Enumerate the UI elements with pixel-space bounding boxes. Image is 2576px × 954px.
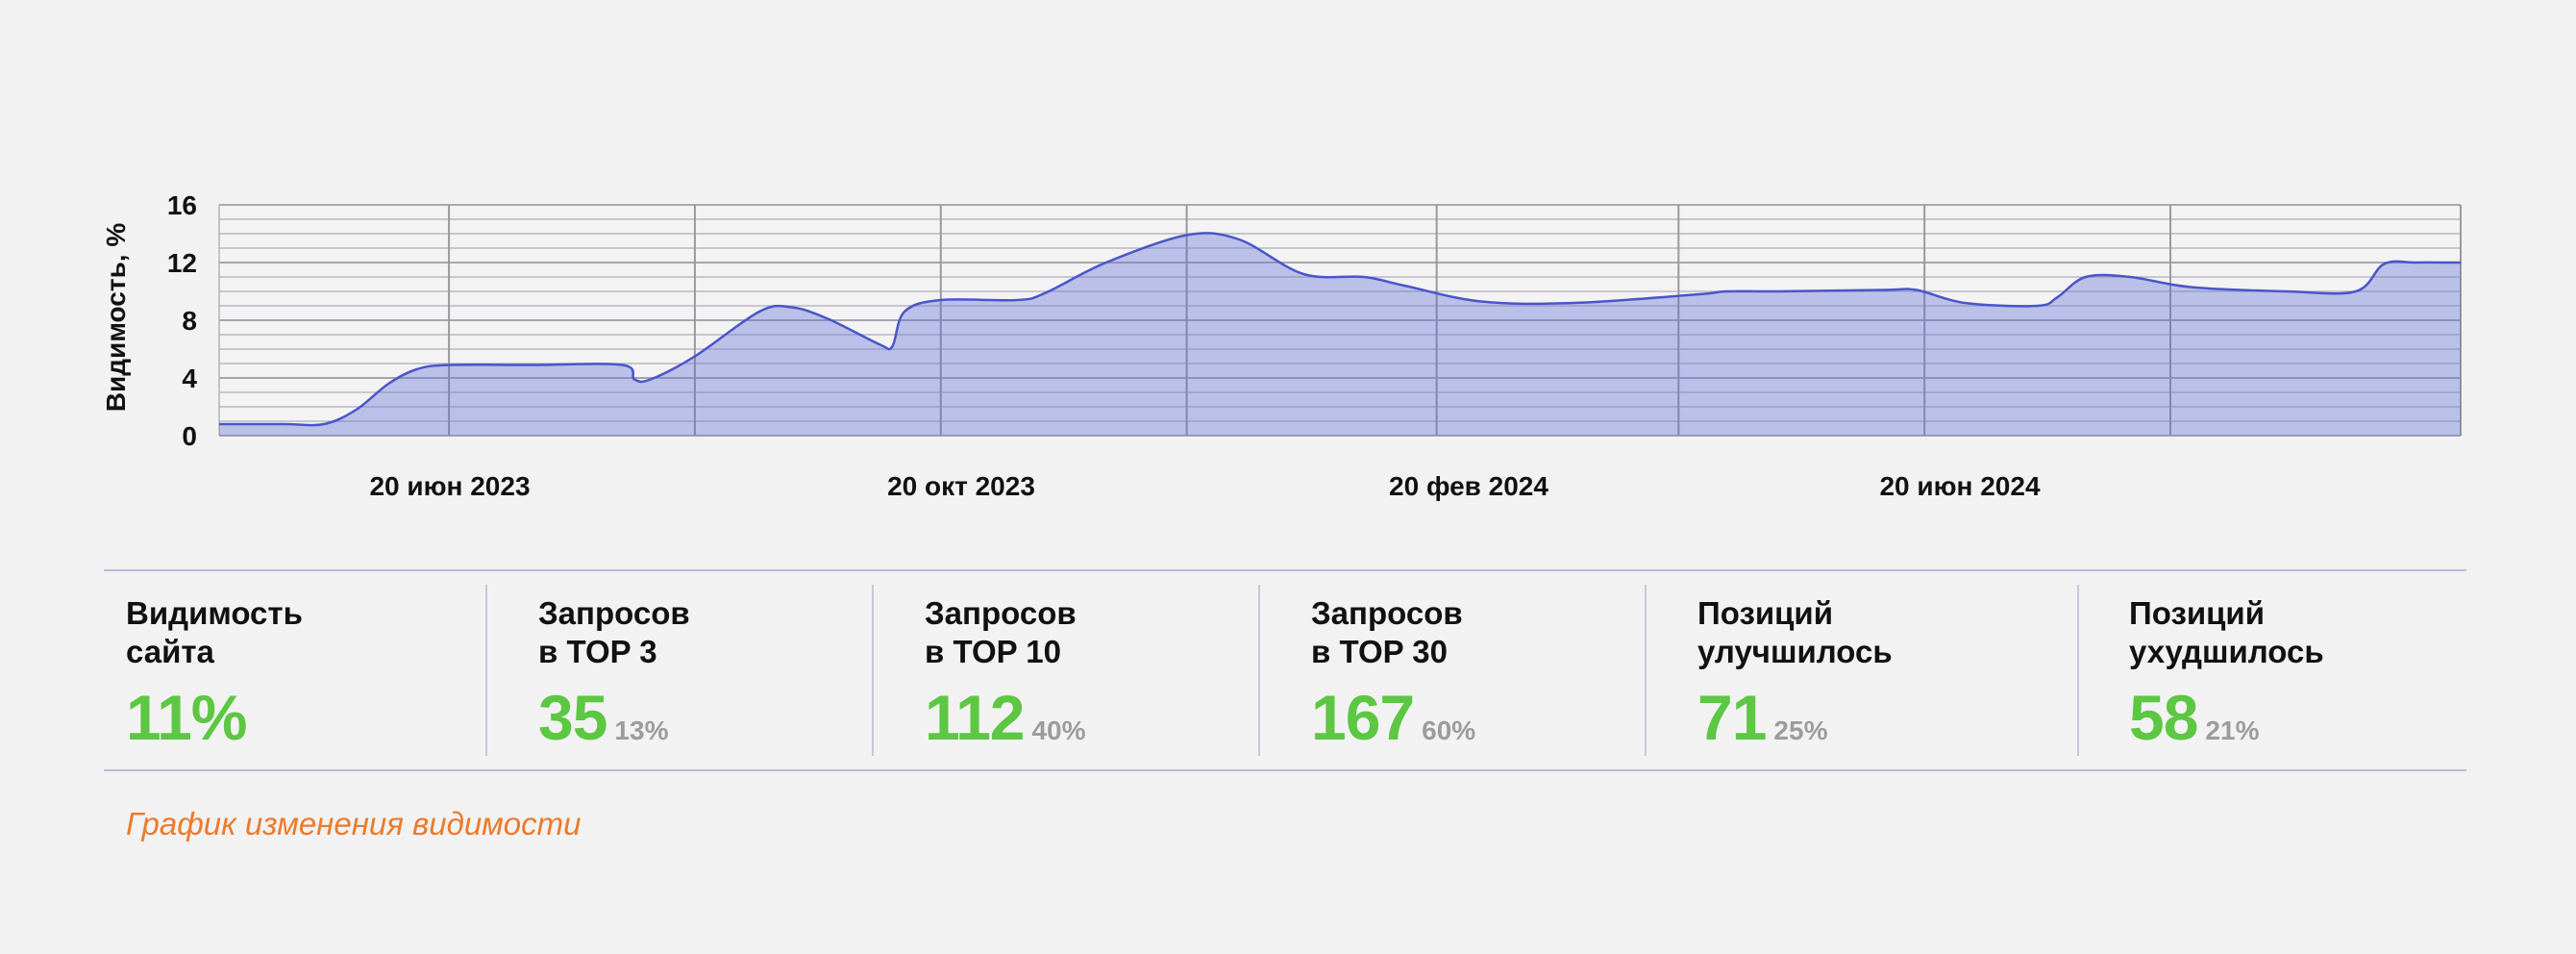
y-tick-label: 4 xyxy=(182,364,197,393)
stat-separator xyxy=(1645,585,1647,756)
stat-label-line: Запросов xyxy=(1311,595,1463,631)
stat-site-visibility: Видимость сайта 11% xyxy=(126,594,303,750)
y-tick-label: 12 xyxy=(167,248,197,278)
stat-label-line: Запросов xyxy=(925,595,1077,631)
series-line xyxy=(219,232,2461,427)
stats-bottom-divider xyxy=(104,769,2466,771)
x-tick-label: 20 фев 2024 xyxy=(1389,471,1548,501)
stat-label-line: Позиций xyxy=(2129,595,2265,631)
stat-value: 11% xyxy=(126,682,247,753)
y-axis-ticks: 0 4 8 12 16 xyxy=(167,190,198,451)
stats-top-divider xyxy=(104,569,2466,571)
x-tick-label: 20 июн 2024 xyxy=(1879,471,2040,501)
stat-label: Позиций улучшилось xyxy=(1697,594,1893,671)
y-tick-label: 0 xyxy=(182,421,197,451)
stat-value: 58 xyxy=(2129,682,2198,753)
series-area xyxy=(219,233,2461,436)
stat-label: Запросов в TOP 3 xyxy=(538,594,690,671)
chart-grid xyxy=(218,204,2462,437)
stat-percent: 60% xyxy=(1422,716,1476,745)
stat-value: 71 xyxy=(1697,682,1767,753)
stat-label-line: в TOP 10 xyxy=(925,634,1061,669)
chart-caption: График изменения видимости xyxy=(126,806,582,841)
stat-label-line: Запросов xyxy=(538,595,690,631)
visibility-chart: 0 4 8 12 16 20 июн 2023 20 окт 2023 20 фев 202… xyxy=(101,190,2462,501)
stat-label-line: сайта xyxy=(126,634,214,669)
x-tick-label: 20 июн 2023 xyxy=(369,471,530,501)
stat-label-line: Видимость xyxy=(126,595,303,631)
stat-label-line: в TOP 30 xyxy=(1311,634,1448,669)
stat-separator xyxy=(1258,585,1260,756)
y-tick-label: 16 xyxy=(167,190,197,220)
stat-percent: 25% xyxy=(1773,716,1828,745)
stat-label: Позиций ухудшилось xyxy=(2129,594,2324,671)
chart-area-layer xyxy=(219,218,2461,437)
stat-top3: Запросов в TOP 3 35 13% xyxy=(538,594,690,750)
stat-label: Запросов в TOP 30 xyxy=(1311,594,1475,671)
stat-separator xyxy=(485,585,487,756)
stat-value: 35 xyxy=(538,682,607,753)
y-axis-label: Видимость, % xyxy=(101,223,131,413)
stat-percent: 40% xyxy=(1031,716,1086,745)
stat-label-line: в TOP 3 xyxy=(538,634,657,669)
stat-top30: Запросов в TOP 30 167 60% xyxy=(1311,594,1475,750)
stat-label-line: ухудшилось xyxy=(2129,634,2324,669)
stat-positions-improved: Позиций улучшилось 71 25% xyxy=(1697,594,1893,750)
stat-separator xyxy=(872,585,874,756)
stat-label-line: Позиций xyxy=(1697,595,1833,631)
stat-top10: Запросов в TOP 10 112 40% xyxy=(925,594,1086,750)
stat-value: 167 xyxy=(1311,682,1415,753)
x-tick-label: 20 окт 2023 xyxy=(887,471,1035,501)
y-tick-label: 8 xyxy=(182,306,197,336)
stat-value: 112 xyxy=(925,682,1025,753)
stat-percent: 21% xyxy=(2205,716,2260,745)
stat-label: Видимость сайта xyxy=(126,594,303,671)
x-axis-ticks: 20 июн 2023 20 окт 2023 20 фев 2024 20 июн … xyxy=(369,471,2040,501)
stat-label: Запросов в TOP 10 xyxy=(925,594,1086,671)
stat-positions-declined: Позиций ухудшилось 58 21% xyxy=(2129,594,2324,750)
stat-separator xyxy=(2077,585,2079,756)
stat-percent: 13% xyxy=(614,716,669,745)
stat-label-line: улучшилось xyxy=(1697,634,1893,669)
